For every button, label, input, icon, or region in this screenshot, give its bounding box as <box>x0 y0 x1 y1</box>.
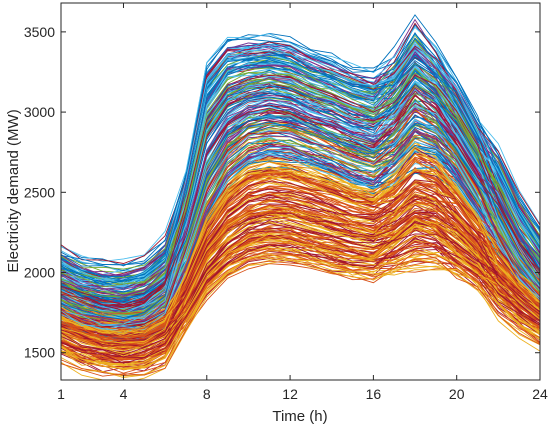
y-tick-label: 1500 <box>24 345 55 361</box>
daily-demand-line <box>61 99 540 297</box>
y-tick-label: 3000 <box>24 104 55 120</box>
daily-demand-line <box>61 131 540 328</box>
daily-demand-line <box>61 181 540 334</box>
daily-demand-line <box>61 24 540 272</box>
y-tick-label: 2500 <box>24 184 55 200</box>
daily-demand-line <box>61 186 540 331</box>
daily-demand-line <box>61 243 540 339</box>
plot-frame <box>60 2 541 381</box>
daily-demand-line <box>61 193 540 337</box>
daily-demand-line <box>61 22 540 308</box>
daily-demand-line <box>61 148 540 344</box>
daily-demand-line <box>61 84 540 306</box>
daily-demand-line <box>61 74 540 312</box>
daily-demand-line <box>61 254 540 369</box>
daily-demand-line <box>61 136 540 330</box>
daily-demand-line <box>61 188 540 361</box>
daily-demand-line <box>61 220 540 347</box>
daily-demand-line <box>61 115 540 320</box>
daily-demand-line <box>61 78 540 288</box>
daily-demand-line <box>61 80 540 312</box>
daily-demand-line <box>61 246 540 370</box>
daily-demand-line <box>61 53 540 277</box>
daily-demand-line <box>61 187 540 346</box>
daily-demand-line <box>61 257 540 377</box>
y-tick-label: 3500 <box>24 24 55 40</box>
x-axis-label: Time (h) <box>272 408 327 425</box>
daily-demand-line <box>61 130 540 323</box>
x-tick-label: 20 <box>449 386 465 402</box>
daily-demand-line <box>61 215 540 346</box>
daily-demand-line <box>61 87 540 296</box>
daily-demand-line <box>61 153 540 334</box>
daily-demand-line <box>61 32 540 266</box>
daily-demand-line <box>61 208 540 343</box>
daily-demand-line <box>61 88 540 326</box>
x-tick-label: 4 <box>120 386 128 402</box>
daily-demand-line <box>61 181 540 329</box>
daily-demand-line <box>61 221 540 340</box>
x-tick-label: 16 <box>366 386 382 402</box>
daily-demand-line <box>61 223 540 371</box>
daily-demand-line <box>61 161 540 324</box>
daily-demand-line <box>61 218 540 366</box>
x-tick-label: 1 <box>57 386 65 402</box>
axis-ticks: 1 4 8 12 16 20 24 1500 2000 2500 3000 3500 <box>24 3 548 402</box>
daily-demand-line <box>61 93 540 299</box>
daily-demand-line <box>61 54 540 285</box>
daily-demand-line <box>61 32 540 281</box>
daily-demand-line <box>61 116 540 304</box>
daily-demand-line <box>61 229 540 364</box>
daily-demand-line <box>61 83 540 320</box>
x-tick-label: 8 <box>203 386 211 402</box>
daily-demand-line <box>61 131 540 320</box>
daily-demand-line <box>61 223 540 356</box>
daily-demand-line <box>61 225 540 354</box>
x-tick-label: 12 <box>282 386 298 402</box>
daily-demand-line <box>61 76 540 301</box>
daily-demand-line <box>61 65 540 284</box>
daily-demand-line <box>61 235 540 376</box>
x-tick-label: 24 <box>532 386 548 402</box>
daily-demand-line <box>61 235 540 358</box>
y-axis-label: Electricity demand (MW) <box>5 109 22 272</box>
daily-demand-line <box>61 44 540 288</box>
y-tick-label: 2000 <box>24 265 55 281</box>
daily-demand-line <box>61 85 540 315</box>
series-lines <box>61 14 540 380</box>
daily-demand-line <box>61 181 540 353</box>
daily-demand-line <box>61 95 540 305</box>
daily-demand-line <box>61 123 540 328</box>
daily-demand-line <box>61 168 540 346</box>
